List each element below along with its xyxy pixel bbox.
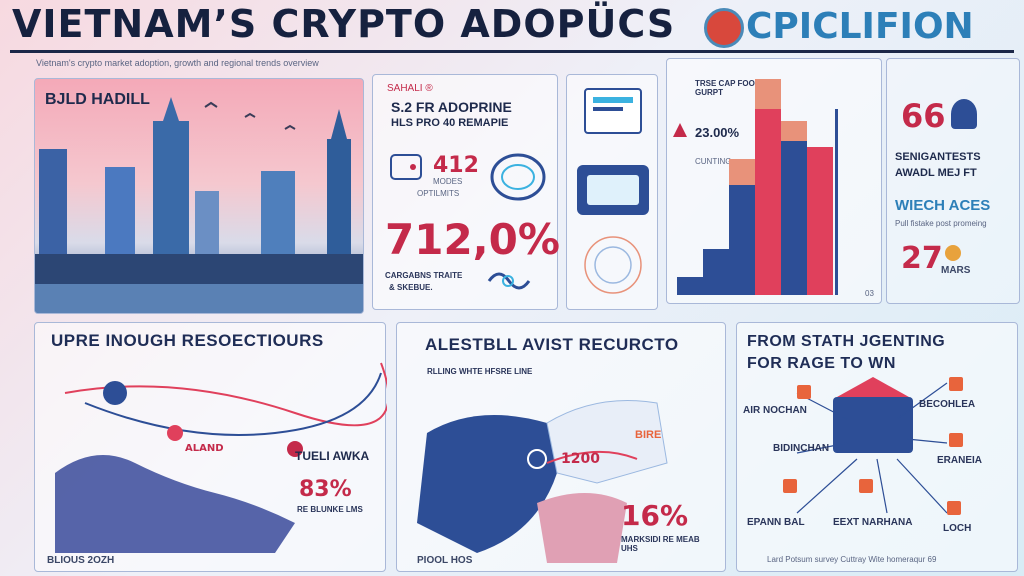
city-skyline-illustration bbox=[35, 97, 363, 313]
flow-panel: FROM STATH JGENTING FOR RAGE TO WN AIR N… bbox=[736, 322, 1018, 572]
adoption-caption-1: CARGABNS TRAITE bbox=[385, 271, 463, 280]
map-left-heading: UPRE INOUGH RESOECTIOURS bbox=[51, 331, 324, 350]
adoption-stat: 412 bbox=[433, 153, 479, 178]
handshake-icon bbox=[487, 272, 531, 290]
wallet-icon bbox=[390, 154, 422, 180]
bar-chart-panel: TRSE CAP FOOBOIL GURPT 23.00% CUNTING 03 bbox=[666, 58, 882, 304]
adoption-top-label: SAHALI ® bbox=[387, 83, 433, 94]
map-left-caption: RE BLUNKE LMS bbox=[297, 505, 363, 514]
flow-node-label-7: LOCH bbox=[943, 523, 972, 534]
adoption-line-2: HLS PRO 40 REMAPIE bbox=[391, 117, 509, 129]
adoption-caption-2: & SKEBUE. bbox=[389, 283, 433, 292]
flow-node-label-6: EEXT NARHANA bbox=[833, 517, 913, 528]
flow-node-label-1: AIR NOCHAN bbox=[743, 405, 807, 416]
regional-map-panel: UPRE INOUGH RESOECTIOURS ALAND TUELI AWK… bbox=[34, 322, 387, 572]
flow-node-label-5: EPANN BAL bbox=[747, 517, 805, 528]
right-label-2: AWADL MEJ FT bbox=[895, 167, 977, 179]
stacked-bar-chart bbox=[671, 79, 857, 295]
adoption-stat-caption-1: MODES bbox=[433, 177, 463, 186]
map-center-percent: 16% bbox=[621, 499, 689, 532]
right-stats-panel: 66 SENIGANTESTS AWADL MEJ FT WIECH ACES … bbox=[886, 58, 1020, 304]
flow-heading-1: FROM STATH JGENTING bbox=[747, 333, 946, 350]
country-map-illustration bbox=[417, 400, 668, 563]
map-left-footer: BLIOUS 2OZH bbox=[47, 555, 115, 566]
coin-icon bbox=[490, 153, 546, 201]
computer-illustration bbox=[577, 88, 649, 294]
flow-node-icon-1 bbox=[797, 385, 811, 399]
flow-node-label-3: BIDINCHAN bbox=[773, 443, 830, 454]
bar-1 bbox=[677, 277, 703, 295]
flow-node-icon-3 bbox=[949, 433, 963, 447]
regional-map-illustration bbox=[55, 362, 387, 553]
page-title: VIETNAM’S CRYPTO ADOPÜCS bbox=[12, 2, 676, 46]
logo-text: CPICLIFION bbox=[746, 6, 974, 47]
chart-axis bbox=[835, 109, 838, 295]
trophy-icon bbox=[951, 99, 977, 129]
bar-2 bbox=[703, 249, 729, 295]
device-panel bbox=[566, 74, 658, 310]
subtitle: Vietnam's crypto market adoption, growth… bbox=[36, 58, 319, 68]
map-left-label-2: TUELI AWKA bbox=[295, 449, 370, 463]
right-label-3: WIECH ACES bbox=[895, 197, 991, 214]
right-bottom-number: 27 bbox=[901, 241, 943, 276]
bar-5 bbox=[781, 121, 807, 295]
adoption-big-percent: 712,0% bbox=[385, 215, 560, 264]
map-center-label: BIRE bbox=[635, 429, 662, 441]
flow-heading-2: FOR RAGE TO WN bbox=[747, 355, 896, 372]
flow-node-icon-6 bbox=[947, 501, 961, 515]
flow-node-icon-5 bbox=[859, 479, 873, 493]
adoption-panel: SAHALI ® S.2 FR ADOPRINE HLS PRO 40 REMA… bbox=[372, 74, 560, 310]
city-label: BJLD HADILL bbox=[45, 91, 150, 108]
adoption-stat-caption-2: OPTILMITS bbox=[417, 189, 460, 198]
map-center-number: 1200 bbox=[561, 451, 600, 467]
bar-note-2: CUNTING bbox=[695, 157, 732, 166]
flow-node-label-4: ERANEIA bbox=[937, 455, 983, 466]
map-left-label-1: ALAND bbox=[185, 443, 224, 454]
map-center-caption: MARKSIDI RE MEAB UHS bbox=[621, 535, 700, 553]
bar-4 bbox=[755, 79, 781, 295]
right-note: Pull fistake post promeing bbox=[895, 219, 987, 228]
bar-percent: 23.00% bbox=[695, 125, 740, 140]
bar-axis-label: 03 bbox=[865, 289, 874, 298]
flow-node-icon-2 bbox=[949, 377, 963, 391]
logo-icon bbox=[704, 8, 744, 48]
flow-network-diagram bbox=[796, 377, 948, 514]
city-panel: BJLD HADILL bbox=[34, 78, 364, 314]
right-top-number: 66 bbox=[901, 97, 946, 135]
medal-icon bbox=[945, 245, 961, 261]
flow-node-label-2: BECOHLEA bbox=[919, 399, 976, 410]
flow-node-icon-4 bbox=[783, 479, 797, 493]
map-center-subheading: RLLING WHTE HFSRE LINE bbox=[427, 367, 533, 376]
right-bottom-unit: MARS bbox=[941, 265, 971, 276]
adoption-line-1: S.2 FR ADOPRINE bbox=[391, 99, 512, 115]
bar-note-1: TRSE CAP FOOBOIL GURPT bbox=[695, 79, 774, 97]
map-left-percent: 83% bbox=[299, 477, 352, 502]
flow-footer: Lard Potsum survey Cuttray Wite homeraqu… bbox=[767, 555, 937, 564]
title-divider bbox=[10, 50, 1014, 53]
map-center-footer: PIOOL HOS bbox=[417, 555, 473, 566]
right-label-1: SENIGANTESTS bbox=[895, 151, 981, 163]
country-map-panel: ALESTBLL AVIST RECURCTO RLLING WHTE HFSR… bbox=[396, 322, 726, 572]
bar-6 bbox=[807, 147, 833, 295]
map-center-heading: ALESTBLL AVIST RECURCTO bbox=[425, 335, 679, 354]
bar-3 bbox=[729, 159, 755, 295]
